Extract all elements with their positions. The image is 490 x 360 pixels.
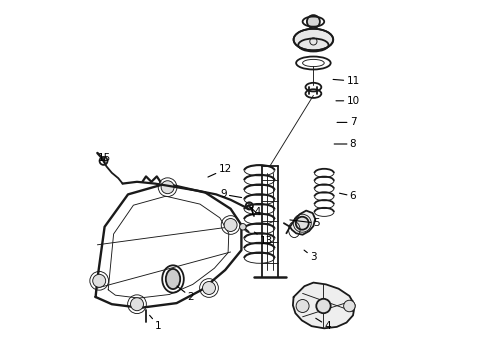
Circle shape: [202, 282, 216, 294]
Text: 5: 5: [290, 218, 320, 228]
Text: 6: 6: [340, 191, 356, 201]
Text: 1: 1: [149, 315, 162, 331]
Circle shape: [224, 219, 237, 231]
Circle shape: [316, 299, 331, 313]
Text: 9: 9: [220, 189, 242, 199]
Circle shape: [307, 15, 320, 28]
Text: 11: 11: [333, 76, 360, 86]
Text: 8: 8: [334, 139, 356, 149]
Polygon shape: [293, 283, 355, 328]
Text: 15: 15: [98, 153, 111, 163]
Circle shape: [161, 181, 174, 194]
Text: 4: 4: [316, 318, 331, 331]
Ellipse shape: [294, 29, 333, 50]
Text: 2: 2: [177, 286, 195, 302]
Text: 3: 3: [304, 250, 317, 262]
Ellipse shape: [166, 269, 180, 289]
Circle shape: [93, 274, 106, 287]
Circle shape: [296, 300, 309, 312]
Circle shape: [296, 217, 309, 230]
Circle shape: [240, 224, 246, 230]
Text: 13: 13: [254, 232, 273, 246]
Text: 7: 7: [337, 117, 356, 127]
Polygon shape: [290, 211, 315, 235]
Text: 12: 12: [208, 164, 232, 177]
Circle shape: [343, 300, 355, 312]
Text: 10: 10: [336, 96, 360, 106]
Text: 14: 14: [249, 207, 263, 217]
Circle shape: [130, 298, 144, 311]
